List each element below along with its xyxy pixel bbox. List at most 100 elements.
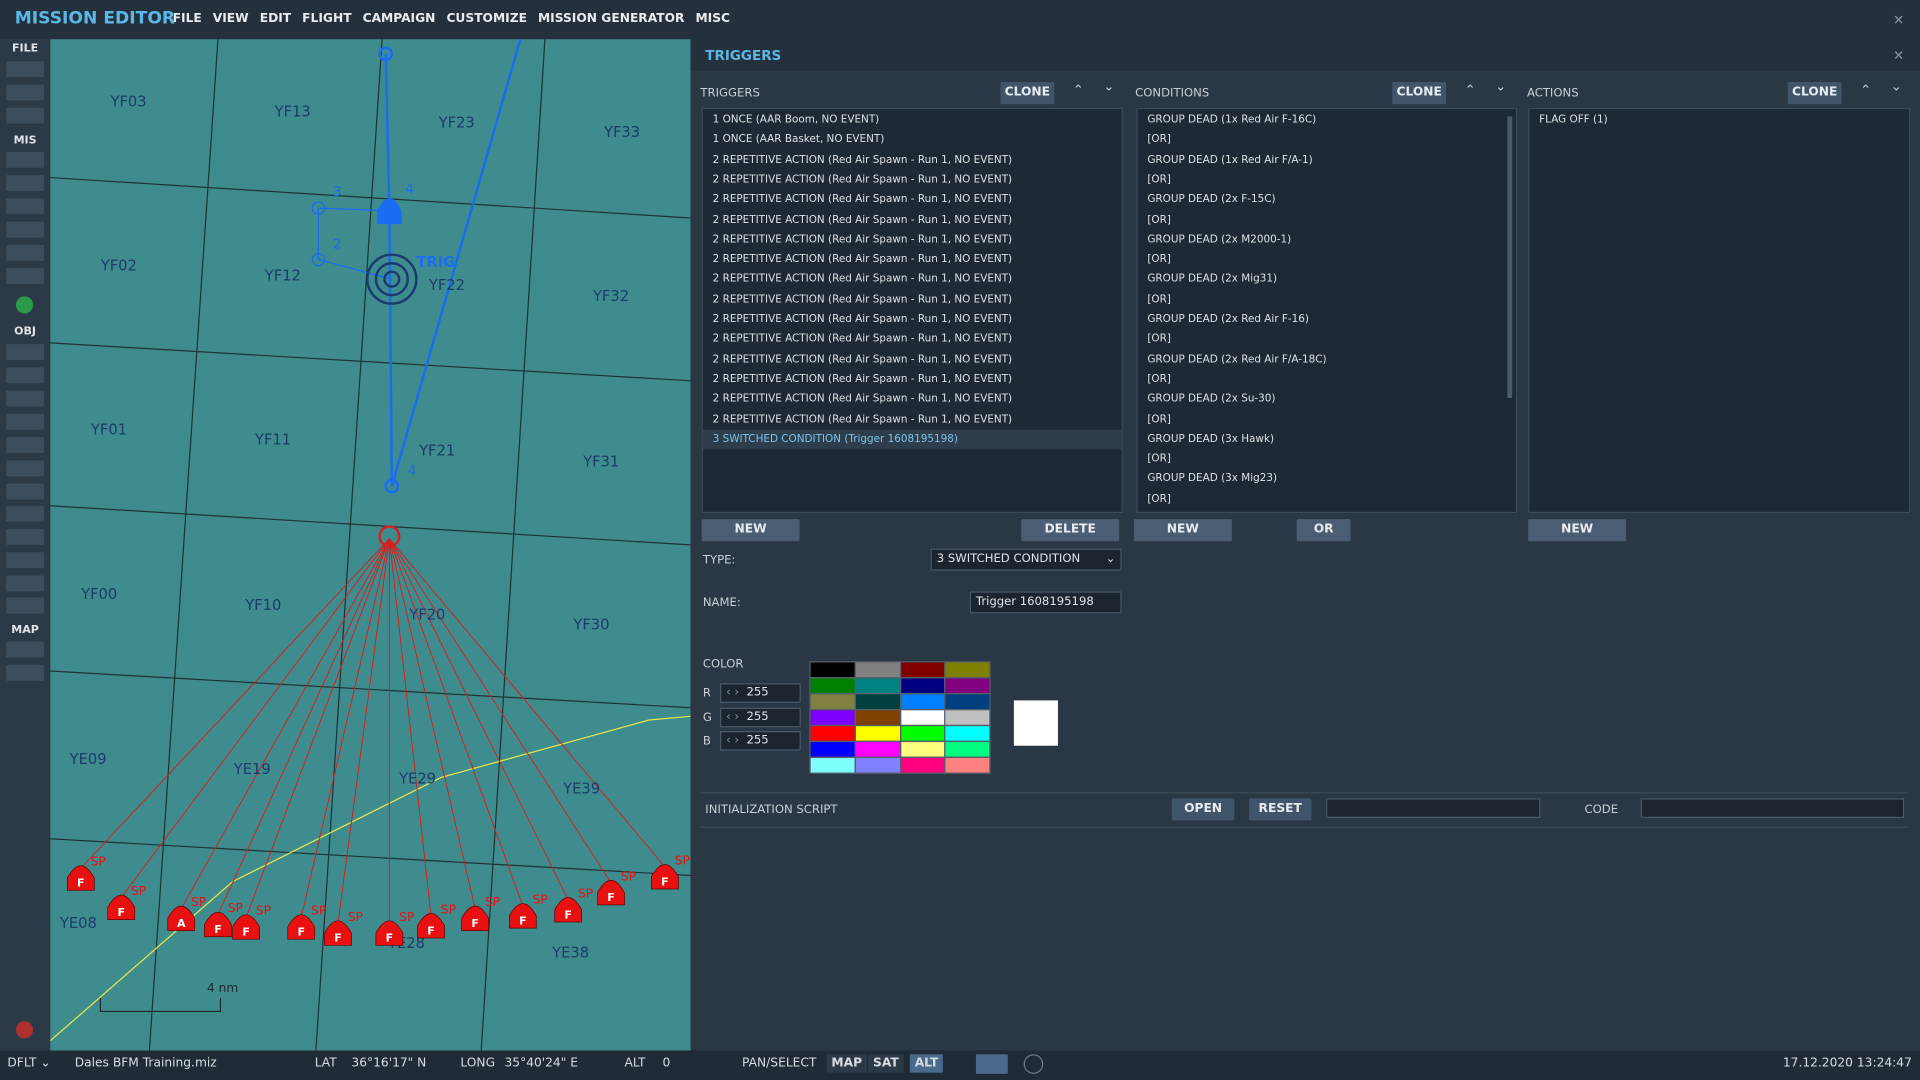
- list-item[interactable]: GROUP DEAD (2x Red Air F-16): [1147, 313, 1309, 326]
- move-down-button[interactable]: ⌄: [1890, 78, 1902, 95]
- list-item[interactable]: GROUP DEAD (2x F-15C): [1147, 193, 1276, 206]
- move-up-button[interactable]: ⌃: [1860, 82, 1872, 98]
- new-button[interactable]: NEW: [701, 519, 800, 542]
- unit-marker[interactable]: [204, 911, 232, 938]
- rgb-input[interactable]: ‹ › 255: [720, 707, 801, 727]
- list-item[interactable]: 2 REPETITIVE ACTION (Red Air Spawn - Run…: [712, 373, 1013, 386]
- rgb-input[interactable]: ‹ › 255: [720, 731, 801, 751]
- list-item[interactable]: 2 REPETITIVE ACTION (Red Air Spawn - Run…: [712, 213, 1013, 226]
- color-swatch[interactable]: [809, 693, 856, 711]
- close-icon[interactable]: ✕: [1893, 12, 1905, 29]
- tool-button[interactable]: [6, 460, 45, 477]
- list-item[interactable]: 2 REPETITIVE ACTION (Red Air Spawn - Run…: [712, 193, 1013, 206]
- menu-item[interactable]: EDIT: [259, 12, 292, 26]
- unit-marker[interactable]: [417, 913, 445, 939]
- reset-button[interactable]: RESET: [1248, 798, 1312, 821]
- color-swatch[interactable]: [899, 661, 947, 679]
- list-item[interactable]: 2 REPETITIVE ACTION (Red Air Spawn - Run…: [712, 393, 1013, 406]
- menu-item[interactable]: FLIGHT: [302, 12, 352, 26]
- menu-item[interactable]: FILE: [172, 12, 202, 26]
- tool-button[interactable]: [6, 664, 45, 681]
- tool-button[interactable]: [6, 198, 45, 215]
- mode-button[interactable]: SAT: [868, 1054, 904, 1073]
- tool-button[interactable]: [6, 483, 45, 500]
- new-button[interactable]: NEW: [1528, 519, 1627, 542]
- tool-button[interactable]: [15, 1021, 34, 1039]
- unit-marker[interactable]: [167, 905, 196, 931]
- unit-marker[interactable]: [324, 920, 352, 946]
- tool-button[interactable]: [6, 268, 45, 285]
- list-item[interactable]: [OR]: [1147, 373, 1171, 386]
- list-item[interactable]: [OR]: [1147, 293, 1171, 306]
- color-swatch[interactable]: [809, 740, 856, 758]
- color-swatch[interactable]: [854, 677, 901, 695]
- tool-button[interactable]: [15, 296, 34, 314]
- color-swatch[interactable]: [809, 661, 856, 679]
- tool-button[interactable]: [6, 367, 45, 384]
- color-swatch[interactable]: [854, 724, 901, 743]
- tool-button[interactable]: [6, 390, 45, 407]
- tool-button[interactable]: [6, 575, 45, 592]
- color-swatch[interactable]: [899, 677, 947, 695]
- delete-button[interactable]: DELETE: [1021, 519, 1120, 542]
- list-item[interactable]: GROUP DEAD (1x Red Air F/A-1): [1147, 153, 1313, 167]
- tool-button[interactable]: [6, 552, 45, 569]
- list-item[interactable]: FLAG OFF (1): [1539, 113, 1608, 127]
- list-item[interactable]: 2 REPETITIVE ACTION (Red Air Spawn - Run…: [712, 293, 1013, 306]
- list-item[interactable]: 3 SWITCHED CONDITION (Trigger 1608195198…: [702, 429, 1122, 450]
- list-item[interactable]: [OR]: [1147, 413, 1171, 426]
- list-item[interactable]: 2 REPETITIVE ACTION (Red Air Spawn - Run…: [712, 413, 1013, 426]
- color-swatch[interactable]: [899, 740, 947, 758]
- color-swatch[interactable]: [944, 693, 992, 711]
- unit-marker[interactable]: [597, 880, 625, 906]
- color-swatch[interactable]: [944, 724, 992, 743]
- tool-button[interactable]: [6, 344, 45, 360]
- scrollbar[interactable]: [1507, 116, 1513, 398]
- list-item[interactable]: 1 ONCE (AAR Boom, NO EVENT): [712, 113, 880, 127]
- color-swatch[interactable]: [899, 756, 947, 774]
- clone-button[interactable]: CLONE: [1392, 82, 1447, 105]
- profile[interactable]: DFLT ⌄: [7, 1056, 51, 1071]
- color-swatch[interactable]: [944, 756, 992, 774]
- name-input[interactable]: Trigger 1608195198: [969, 591, 1122, 614]
- mode-button[interactable]: MAP: [826, 1054, 867, 1073]
- view-toggle[interactable]: [975, 1054, 1008, 1074]
- clone-button[interactable]: CLONE: [1787, 82, 1842, 105]
- color-swatch[interactable]: [944, 661, 992, 679]
- close-icon[interactable]: ✕: [1893, 47, 1905, 64]
- new-button[interactable]: NEW: [1133, 519, 1232, 542]
- tool-button[interactable]: [6, 528, 45, 545]
- list-item[interactable]: 2 REPETITIVE ACTION (Red Air Spawn - Run…: [712, 273, 1013, 286]
- move-down-button[interactable]: ⌄: [1495, 78, 1507, 95]
- list-item[interactable]: [OR]: [1147, 333, 1171, 346]
- list-item[interactable]: [OR]: [1147, 453, 1171, 466]
- code-input[interactable]: [1640, 798, 1905, 818]
- list-item[interactable]: [OR]: [1147, 213, 1171, 226]
- color-swatch[interactable]: [854, 756, 901, 774]
- tool-button[interactable]: [6, 597, 45, 614]
- list-item[interactable]: 2 REPETITIVE ACTION (Red Air Spawn - Run…: [712, 353, 1013, 366]
- tool-button[interactable]: [6, 61, 45, 78]
- tool-button[interactable]: [6, 84, 45, 101]
- move-up-button[interactable]: ⌃: [1464, 82, 1476, 98]
- tool-button[interactable]: [6, 641, 45, 658]
- color-swatch[interactable]: [809, 677, 856, 695]
- color-swatch[interactable]: [899, 724, 947, 743]
- unit-marker[interactable]: [287, 914, 316, 940]
- or-button[interactable]: OR: [1296, 519, 1351, 542]
- unit-marker[interactable]: [66, 865, 95, 891]
- rgb-input[interactable]: ‹ › 255: [720, 683, 801, 703]
- list-item[interactable]: [OR]: [1147, 173, 1171, 186]
- menu-item[interactable]: CUSTOMIZE: [446, 12, 527, 26]
- menu-item[interactable]: VIEW: [212, 12, 249, 26]
- color-swatch[interactable]: [854, 693, 901, 711]
- color-swatch[interactable]: [944, 740, 992, 758]
- menu-item[interactable]: CAMPAIGN: [362, 12, 436, 26]
- clone-button[interactable]: CLONE: [1000, 82, 1055, 105]
- list-item[interactable]: [OR]: [1147, 133, 1171, 147]
- type-select[interactable]: 3 SWITCHED CONDITION ⌄: [930, 548, 1122, 571]
- color-swatch[interactable]: [944, 677, 992, 695]
- init-input[interactable]: [1326, 798, 1541, 818]
- color-swatch[interactable]: [854, 708, 901, 727]
- color-swatch[interactable]: [899, 693, 947, 711]
